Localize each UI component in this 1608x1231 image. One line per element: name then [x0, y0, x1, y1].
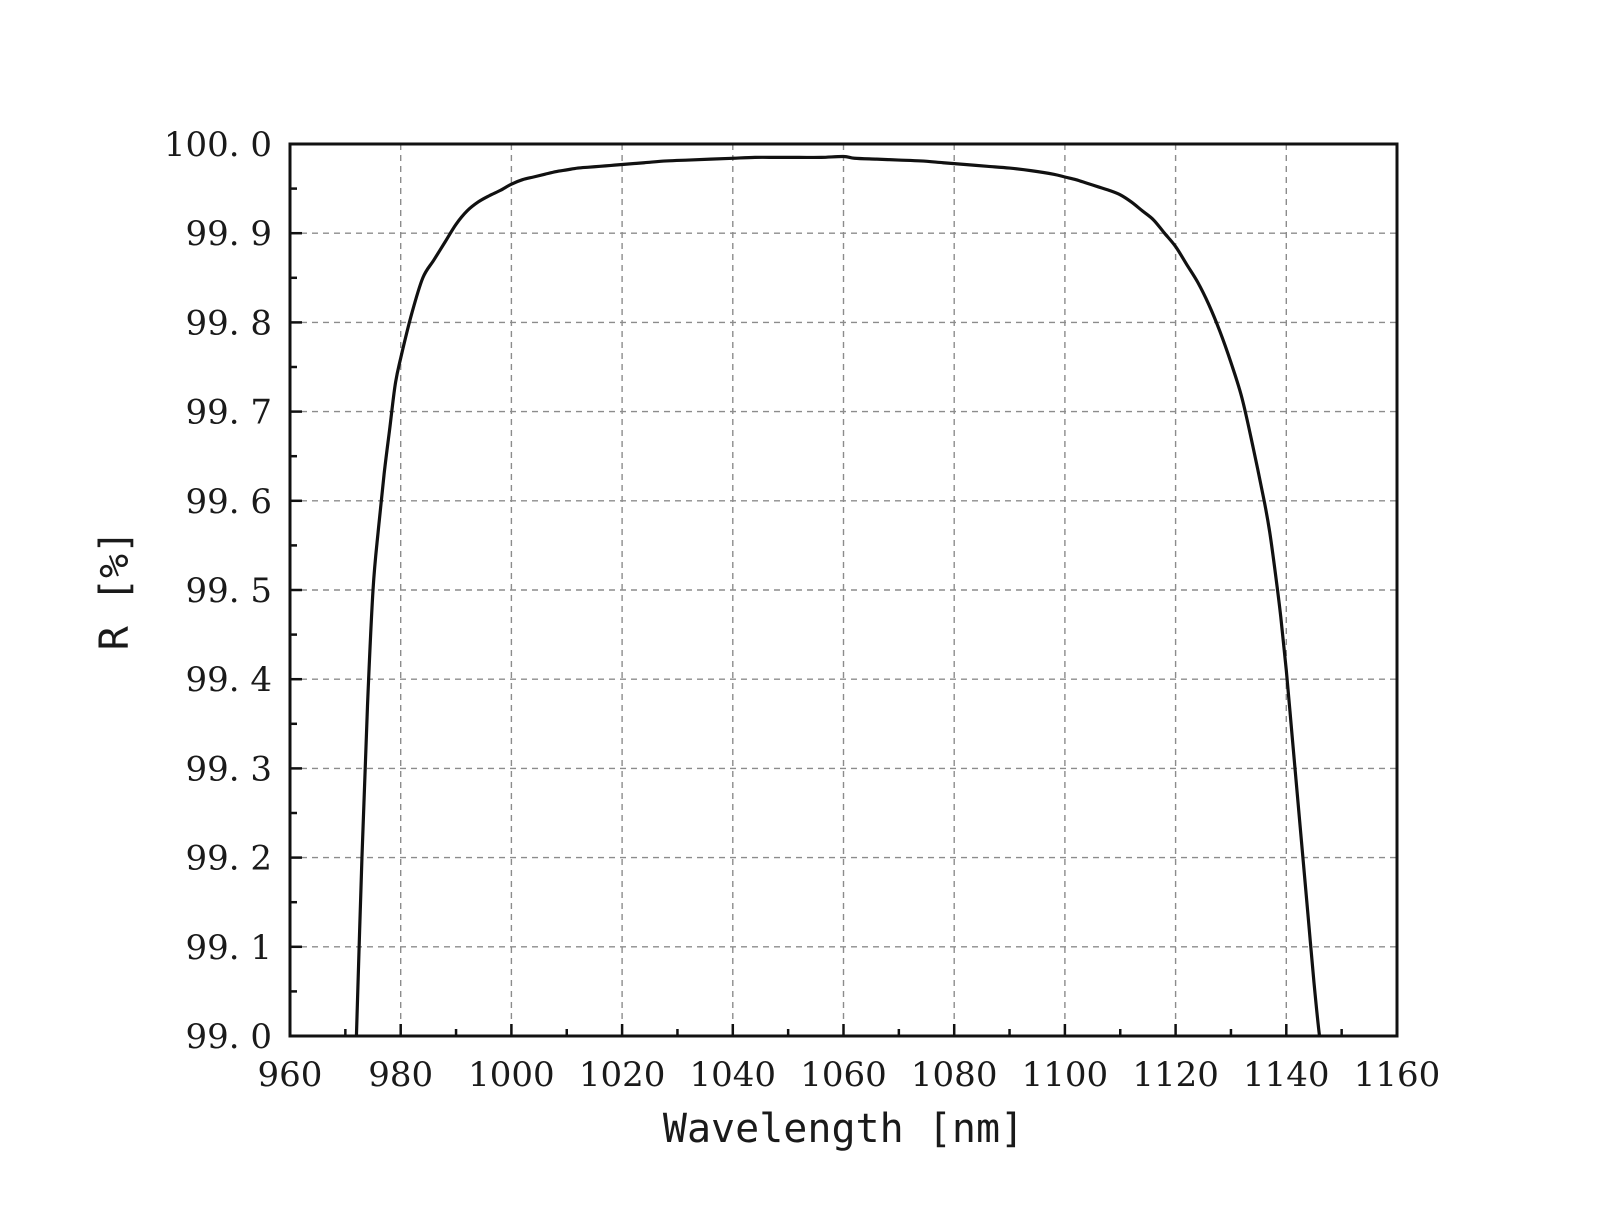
y-tick-label: 99. 9 [185, 214, 272, 254]
y-tick-label: 100. 0 [164, 125, 272, 165]
x-tick-label: 980 [368, 1055, 433, 1095]
y-tick-label: 99. 3 [185, 749, 272, 789]
plot-frame [288, 142, 1399, 1038]
x-tick-label: 1040 [690, 1055, 777, 1095]
y-tick-label: 99. 4 [185, 660, 272, 700]
y-tick-labels: 99. 0 99. 1 99. 2 99. 3 99. 4 99. 5 99. 6 99. 7… [164, 125, 272, 1057]
y-tick-label: 99. 2 [185, 839, 272, 879]
y-tick-label: 99. 1 [185, 928, 272, 968]
y-tick-label: 99. 7 [185, 393, 272, 433]
x-tick-label: 1120 [1132, 1055, 1219, 1095]
series-layer [354, 154, 1322, 1036]
x-axis-title: Wavelength [nm] [663, 1106, 1024, 1152]
grid-lines [290, 144, 1397, 1036]
x-tick-label: 1000 [468, 1055, 555, 1095]
y-tick-label: 99. 8 [185, 303, 272, 343]
x-tick-label: 1060 [800, 1055, 887, 1095]
y-tick-label: 99. 6 [185, 482, 272, 522]
y-tick-label: 99. 0 [185, 1017, 272, 1057]
x-tick-label: 1140 [1243, 1055, 1330, 1095]
x-tick-label: 1020 [579, 1055, 666, 1095]
x-tick-labels: 960 980 1000 1020 1040 1060 1080 1100 1120 1140 11… [258, 1055, 1441, 1095]
x-tick-label: 1080 [911, 1055, 998, 1095]
x-tick-label: 960 [258, 1055, 323, 1095]
y-tick-label: 99. 5 [185, 571, 272, 611]
x-tick-label: 1160 [1354, 1055, 1441, 1095]
minor-ticks [290, 187, 1343, 1036]
reflectance-curve [354, 154, 1322, 1036]
y-axis-title: R [%] [92, 530, 138, 650]
x-tick-label: 1100 [1022, 1055, 1109, 1095]
